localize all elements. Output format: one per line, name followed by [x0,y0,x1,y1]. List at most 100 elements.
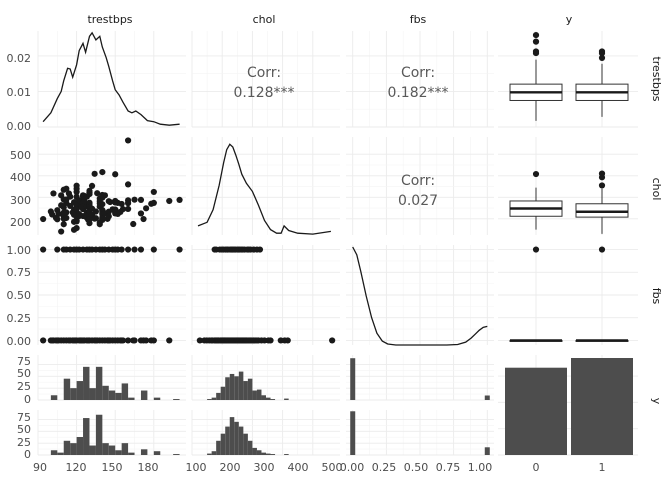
histogram-bar [266,397,271,400]
histogram-bar [243,381,248,400]
strip-point [329,337,336,344]
histogram-bar [261,452,266,455]
strip-point [124,246,132,253]
row-label-chol: chol [650,178,663,201]
y-tick-density: 0.02 [7,52,32,65]
histogram-bar [247,378,253,400]
scatter-point [124,181,132,188]
histogram-bar [220,386,226,400]
strip-point [256,246,264,253]
histogram-bar [76,381,84,400]
strip-label-chol: chol [253,13,276,26]
y-count-bar [571,358,633,455]
corr-label-trestbps-chol: Corr: [247,65,281,81]
scatter-point [81,198,88,205]
histogram-bar [89,445,96,455]
strip-point [124,337,132,344]
boxplot-fbs-outlier [598,246,606,253]
scatter-point [99,215,106,222]
histogram-bar [95,366,103,400]
boxplot-chol-box [575,203,629,218]
x-tick-y: 0 [533,461,540,474]
histogram-bar [225,377,230,400]
histogram-bar [121,443,129,455]
mark-layer [40,31,633,455]
scatter-point [73,225,80,232]
scatter-point [94,190,101,197]
strip-point [118,246,125,253]
scatter-point [99,169,106,176]
row-label-trestbps: trestbps [650,56,663,101]
histogram-bar [108,390,116,400]
histogram-bar [173,454,180,455]
strip-point [284,337,291,344]
boxplot-trestbps-outlier [532,38,540,45]
x-tick-chol: 400 [288,461,309,474]
histogram-bar [220,433,226,455]
strip-label-y: y [566,13,573,26]
histogram-bar [63,378,71,400]
histogram-bar [284,454,289,455]
scatter-point [86,199,93,206]
strip-point [131,246,138,253]
x-tick-chol: 100 [186,461,207,474]
x-tick-chol: 300 [254,461,275,474]
histogram-bar [284,398,289,400]
y-tick-count: 50 [17,367,31,380]
y-count-bar [505,367,567,455]
strip-point [166,337,173,344]
histogram-bar [115,450,122,455]
y-tick-chol: 500 [10,149,31,162]
histogram-bar [270,454,276,455]
histogram-bar [225,426,230,455]
boxplot-chol-outlier [532,170,540,178]
strip-point [176,246,183,253]
histogram-bar [216,440,221,455]
scatter-point [63,214,70,222]
scatter-point [58,228,65,235]
strip-point [137,246,145,253]
strip-label-fbs: fbs [410,13,427,26]
scatter-point [124,197,132,204]
boxplot-trestbps-outlier [532,48,540,55]
scatter-point [92,208,100,215]
scatter-point [67,193,74,200]
scatter-point [124,137,132,144]
y-tick-fbs: 0.50 [7,289,32,302]
density-line-chol [197,143,331,235]
histogram-bar [252,390,257,400]
x-tick-chol: 500 [322,461,343,474]
histogram-bar [83,418,90,455]
strip-point [196,337,203,344]
boxplot-trestbps-outlier [598,54,606,62]
strip-label-trestbps: trestbps [87,13,132,26]
boxplot-chol-outlier [598,170,606,177]
y-tick-fbs: 0.25 [7,312,32,325]
y-tick-chol: 300 [10,194,31,207]
histogram-bar [243,433,248,455]
scatter-point [86,190,93,198]
scatter-point [176,196,183,203]
scatter-point [143,205,150,212]
strip-point [150,337,157,344]
x-tick-trestbps: 90 [33,461,47,474]
scatter-point [106,198,114,206]
x-tick-fbs: 0.00 [340,461,365,474]
corr-label-chol-fbs: Corr: [401,173,435,189]
histogram-bar [207,453,212,455]
histogram-bar [102,385,109,400]
y-tick-fbs: 1.00 [7,244,32,257]
x-tick-trestbps: 120 [66,461,87,474]
strip-point [143,337,150,344]
strip-point [54,246,61,253]
y-tick-chol: 200 [10,216,31,229]
histogram-bar [211,397,217,400]
histogram-bar [234,421,239,455]
strip-point [40,246,47,253]
scatter-point [130,220,137,228]
histogram-bar [247,440,253,455]
scatter-point [60,221,67,228]
scatter-point [119,206,127,213]
scatter-point [67,202,74,210]
histogram-bar [102,443,109,455]
